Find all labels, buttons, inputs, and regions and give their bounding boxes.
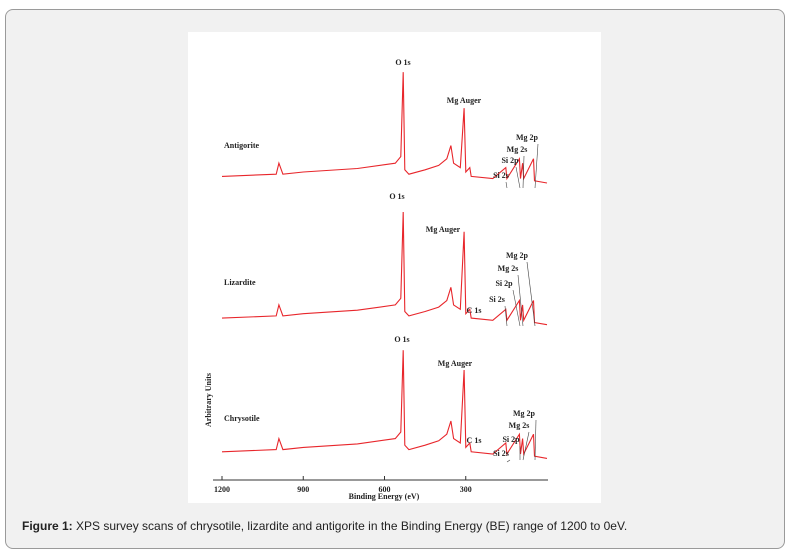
series-label: Antigorite — [224, 141, 260, 150]
leader-line — [517, 274, 524, 327]
leader-line — [505, 181, 508, 189]
caption: Figure 1: XPS survey scans of chrysotile… — [22, 519, 627, 533]
peak-label: Si 2p — [501, 156, 519, 165]
peak-label: Si 2p — [495, 279, 513, 288]
peak-label: Mg 2s — [509, 421, 530, 430]
peak-label: Si 2s — [493, 171, 509, 180]
leader-line — [522, 431, 530, 461]
peak-label: Mg 2p — [513, 409, 536, 418]
series-label: Chrysotile — [224, 414, 260, 423]
caption-label: Figure 1: — [22, 519, 73, 533]
leader-line — [534, 419, 537, 461]
peak-label: Mg Auger — [426, 225, 461, 234]
peak-label: Si 2s — [489, 295, 505, 304]
peak-label: Mg 2s — [507, 145, 528, 154]
leader-line — [515, 166, 521, 189]
leader-line — [512, 289, 521, 327]
caption-text: XPS survey scans of chrysotile, lizardit… — [76, 519, 628, 533]
leader-line — [506, 459, 511, 463]
spectrum-line — [221, 211, 548, 326]
leader-line — [526, 261, 536, 327]
peak-label: Mg 2s — [498, 264, 519, 273]
peak-label: Mg Auger — [447, 96, 482, 105]
peak-label: C 1s — [467, 306, 482, 315]
peak-label: Si 2s — [493, 449, 509, 458]
x-tick-label: 900 — [297, 485, 309, 494]
peak-label: O 1s — [389, 192, 404, 201]
x-tick-label: 1200 — [214, 485, 230, 494]
peak-label: Mg 2p — [506, 251, 529, 260]
x-axis-label: Binding Energy (eV) — [349, 492, 420, 501]
peak-label: C 1s — [467, 436, 482, 445]
x-tick-label: 300 — [460, 485, 472, 494]
y-axis-label: Arbitrary Units — [204, 373, 213, 427]
leader-line — [504, 305, 508, 327]
peak-label: O 1s — [394, 335, 409, 344]
peak-label: O 1s — [395, 58, 410, 67]
peak-label: Si 2p — [502, 435, 520, 444]
figure — [188, 32, 601, 503]
leader-line — [522, 155, 525, 189]
spectrum-line — [221, 350, 548, 459]
series-label: Lizardite — [224, 278, 256, 287]
peak-label: Mg Auger — [438, 359, 473, 368]
peak-label: Mg 2p — [516, 133, 539, 142]
leader-line — [534, 143, 539, 189]
spectrum-line — [221, 72, 548, 184]
x-tick-label: 600 — [379, 485, 391, 494]
